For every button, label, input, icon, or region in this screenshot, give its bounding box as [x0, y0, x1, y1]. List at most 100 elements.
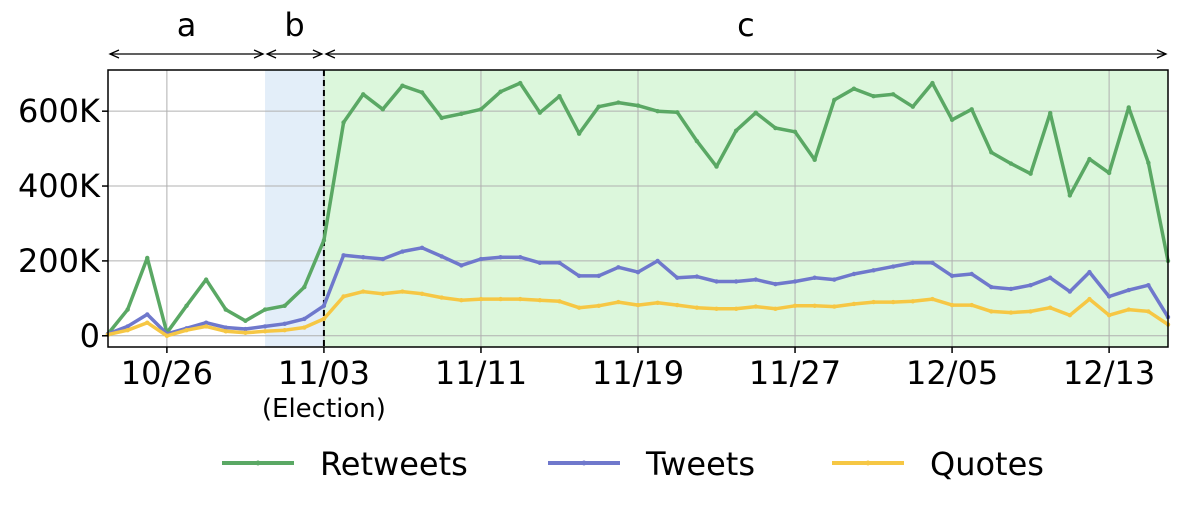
- point-retweets-36: [812, 157, 817, 163]
- point-tweets-42: [930, 260, 935, 265]
- point-quotes-32: [733, 306, 739, 312]
- point-retweets-43: [949, 117, 955, 122]
- point-retweets-8: [262, 307, 268, 312]
- point-quotes-52: [1126, 307, 1131, 312]
- point-tweets-52: [1126, 287, 1131, 293]
- point-tweets-33: [753, 277, 758, 282]
- point-tweets-37: [832, 277, 837, 282]
- point-retweets-35: [792, 129, 798, 134]
- point-quotes-10: [302, 325, 307, 330]
- point-tweets-25: [596, 273, 601, 279]
- point-retweets-26: [616, 100, 621, 105]
- point-quotes-21: [518, 296, 523, 302]
- period-shade-b: [265, 70, 324, 347]
- y-tick-label-2: 400K: [18, 167, 101, 205]
- point-quotes-53: [1146, 309, 1151, 314]
- point-quotes-39: [871, 299, 876, 305]
- x-tick-label-2: 11/11: [435, 354, 527, 392]
- period-arrowhead-right-b: [312, 49, 324, 59]
- series-lines: [105, 80, 1171, 338]
- point-retweets-50: [1087, 156, 1092, 162]
- point-tweets-22: [537, 260, 543, 265]
- period-arrowhead-left-b: [265, 49, 277, 59]
- point-tweets-41: [910, 260, 916, 265]
- legend: Retweets Tweets Quotes: [222, 445, 1044, 483]
- point-quotes-18: [459, 298, 464, 303]
- point-tweets-40: [890, 264, 896, 269]
- point-retweets-13: [360, 92, 366, 97]
- point-quotes-9: [282, 327, 287, 333]
- period-arrowhead-right-a: [253, 49, 265, 59]
- period-arrowhead-right-c: [1156, 49, 1168, 59]
- point-quotes-1: [125, 327, 130, 333]
- point-retweets-42: [930, 80, 935, 86]
- point-retweets-52: [1126, 105, 1131, 110]
- period-label-b: b: [284, 6, 304, 44]
- point-tweets-46: [1008, 286, 1014, 292]
- point-retweets-30: [694, 138, 700, 144]
- point-quotes-29: [675, 302, 680, 308]
- point-tweets-9: [282, 321, 287, 326]
- point-tweets-7: [243, 326, 248, 332]
- point-tweets-43: [949, 273, 955, 279]
- point-tweets-26: [616, 265, 621, 270]
- point-retweets-2: [145, 255, 150, 261]
- point-retweets-44: [969, 107, 974, 112]
- point-quotes-37: [832, 304, 837, 309]
- point-quotes-8: [262, 329, 268, 334]
- point-quotes-13: [360, 289, 366, 294]
- point-quotes-46: [1008, 310, 1014, 315]
- period-label-a: a: [177, 6, 197, 44]
- legend-marker-tweets: [581, 460, 587, 466]
- point-tweets-10: [302, 316, 307, 322]
- point-quotes-14: [380, 291, 386, 297]
- point-retweets-41: [910, 104, 916, 109]
- point-tweets-1: [125, 324, 130, 329]
- point-tweets-23: [557, 260, 562, 265]
- point-tweets-12: [341, 253, 346, 258]
- point-tweets-20: [498, 254, 503, 260]
- y-axis-ticks: 0 200K 400K 600K: [18, 92, 108, 355]
- point-quotes-19: [478, 296, 484, 302]
- point-tweets-31: [714, 279, 719, 284]
- point-quotes-7: [243, 330, 248, 335]
- point-retweets-6: [223, 307, 228, 312]
- point-quotes-6: [223, 329, 228, 334]
- point-retweets-39: [871, 94, 876, 99]
- point-quotes-44: [969, 302, 974, 308]
- point-quotes-27: [635, 302, 641, 308]
- point-quotes-31: [714, 306, 719, 312]
- point-retweets-28: [655, 108, 660, 114]
- point-retweets-7: [243, 318, 248, 323]
- point-quotes-35: [792, 303, 798, 309]
- point-quotes-43: [949, 302, 955, 308]
- point-tweets-32: [733, 279, 739, 284]
- point-retweets-38: [851, 86, 857, 91]
- point-retweets-11: [321, 238, 327, 243]
- point-tweets-30: [694, 274, 700, 279]
- point-quotes-47: [1028, 309, 1033, 314]
- point-tweets-50: [1087, 269, 1092, 275]
- point-quotes-42: [930, 296, 935, 302]
- point-tweets-15: [400, 249, 405, 254]
- y-tick-label-1: 200K: [18, 242, 101, 280]
- point-tweets-8: [262, 324, 268, 329]
- point-tweets-29: [675, 275, 680, 280]
- x-tick-label-5: 12/05: [906, 354, 998, 392]
- election-label: (Election): [262, 394, 386, 424]
- x-tick-label-6: 12/13: [1063, 354, 1155, 392]
- point-retweets-10: [302, 284, 307, 290]
- point-quotes-30: [694, 305, 700, 310]
- point-retweets-23: [557, 94, 562, 99]
- point-retweets-17: [439, 115, 444, 121]
- point-tweets-16: [419, 245, 425, 251]
- point-retweets-48: [1048, 110, 1053, 116]
- point-tweets-21: [518, 254, 523, 260]
- point-quotes-24: [576, 305, 582, 310]
- x-tick-label-4: 11/27: [749, 354, 841, 392]
- point-tweets-11: [321, 303, 327, 309]
- point-quotes-16: [419, 291, 425, 297]
- point-tweets-44: [969, 271, 974, 277]
- x-tick-label-1: 11/03: [278, 354, 370, 392]
